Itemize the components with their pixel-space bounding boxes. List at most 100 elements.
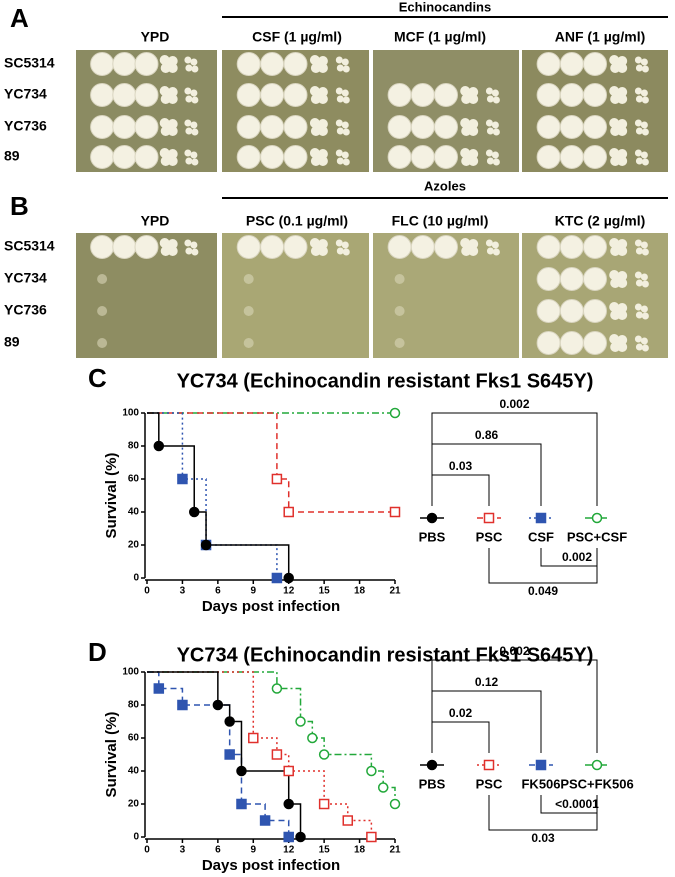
colony xyxy=(283,52,308,76)
colony xyxy=(410,235,435,259)
faint-colony xyxy=(394,338,405,348)
x-tick-label: 0 xyxy=(144,845,150,856)
point xyxy=(236,765,247,777)
column-header: FLC (10 µg/ml) xyxy=(392,213,489,229)
point xyxy=(177,699,188,711)
colony xyxy=(640,273,648,281)
x-tick-label: 6 xyxy=(215,845,221,856)
row-label: 89 xyxy=(4,148,20,164)
colony xyxy=(260,52,285,76)
colony xyxy=(464,242,475,252)
colony xyxy=(635,95,643,103)
colony xyxy=(112,52,137,76)
colony xyxy=(410,83,435,107)
colony xyxy=(613,274,624,284)
colony xyxy=(583,83,607,107)
survival-line xyxy=(147,671,396,804)
colony xyxy=(640,241,648,249)
colony xyxy=(341,58,349,66)
colony xyxy=(342,96,350,104)
colony xyxy=(492,158,500,166)
y-tick-label: 60 xyxy=(128,733,140,744)
colony xyxy=(464,122,475,132)
colony xyxy=(191,65,199,73)
colony xyxy=(583,145,607,169)
colony xyxy=(336,157,344,165)
point xyxy=(271,683,283,694)
row-label: SC5314 xyxy=(4,55,55,71)
colony xyxy=(313,152,324,162)
x-tick-label: 12 xyxy=(283,586,295,597)
colony xyxy=(112,83,137,107)
column-header: YPD xyxy=(141,213,170,229)
y-tick-label: 20 xyxy=(128,799,140,810)
colony xyxy=(163,242,174,252)
x-tick-label: 3 xyxy=(180,586,186,597)
point xyxy=(224,749,235,760)
colony xyxy=(536,145,561,169)
p-value: 0.002 xyxy=(499,397,529,411)
colony xyxy=(485,239,493,247)
p-value: 0.002 xyxy=(499,644,529,658)
x-tick-label: 21 xyxy=(389,845,401,856)
row-label: YC734 xyxy=(4,86,47,102)
point xyxy=(389,506,401,518)
point xyxy=(224,716,235,727)
point xyxy=(307,732,318,744)
legend-marker xyxy=(426,759,438,771)
point xyxy=(271,749,283,760)
x-tick-label: 21 xyxy=(389,586,401,597)
colony xyxy=(641,65,649,73)
colony xyxy=(112,115,137,139)
chart-title: YC734 (Echinocandin resistant Fks1 S645Y… xyxy=(177,644,594,666)
survival-line xyxy=(147,412,290,578)
column-header: PSC (0.1 µg/ml) xyxy=(246,213,348,229)
colony xyxy=(635,64,643,72)
colony xyxy=(184,149,192,157)
colony xyxy=(536,235,561,259)
y-tick-label: 60 xyxy=(128,474,140,485)
colony xyxy=(634,271,642,279)
colony xyxy=(163,152,174,162)
legend-label: PSC xyxy=(476,776,503,791)
colony xyxy=(641,128,649,136)
colony xyxy=(342,248,350,256)
point xyxy=(236,798,247,810)
faint-colony xyxy=(97,306,108,316)
colony xyxy=(336,127,344,135)
colony xyxy=(434,145,458,169)
row-label: YC736 xyxy=(4,302,47,318)
colony xyxy=(387,145,412,169)
y-tick-label: 40 xyxy=(128,507,140,518)
legend-marker xyxy=(535,759,547,771)
panel-label: D xyxy=(88,637,107,667)
colony xyxy=(634,303,642,311)
point xyxy=(200,539,212,551)
colony xyxy=(492,128,500,136)
x-tick-label: 3 xyxy=(180,845,186,856)
legend-marker xyxy=(591,512,603,524)
colony xyxy=(640,337,648,345)
row-label: 89 xyxy=(4,334,20,350)
colony xyxy=(190,58,198,66)
survival-line xyxy=(147,412,278,578)
faint-colony xyxy=(394,274,405,284)
point xyxy=(153,440,165,452)
point xyxy=(271,473,283,485)
colony xyxy=(184,239,192,247)
column-header: YPD xyxy=(141,29,170,45)
colony xyxy=(191,96,199,104)
colony xyxy=(583,235,607,259)
panel-label: B xyxy=(10,191,29,221)
colony xyxy=(163,59,174,69)
colony xyxy=(313,90,324,100)
colony xyxy=(486,157,494,165)
group-title: Echinocandins xyxy=(399,0,491,14)
colony xyxy=(341,241,349,249)
point xyxy=(271,572,283,584)
x-tick-label: 18 xyxy=(354,845,366,856)
colony xyxy=(491,89,499,97)
colony xyxy=(410,115,435,139)
colony xyxy=(260,115,285,139)
colony xyxy=(486,247,494,255)
